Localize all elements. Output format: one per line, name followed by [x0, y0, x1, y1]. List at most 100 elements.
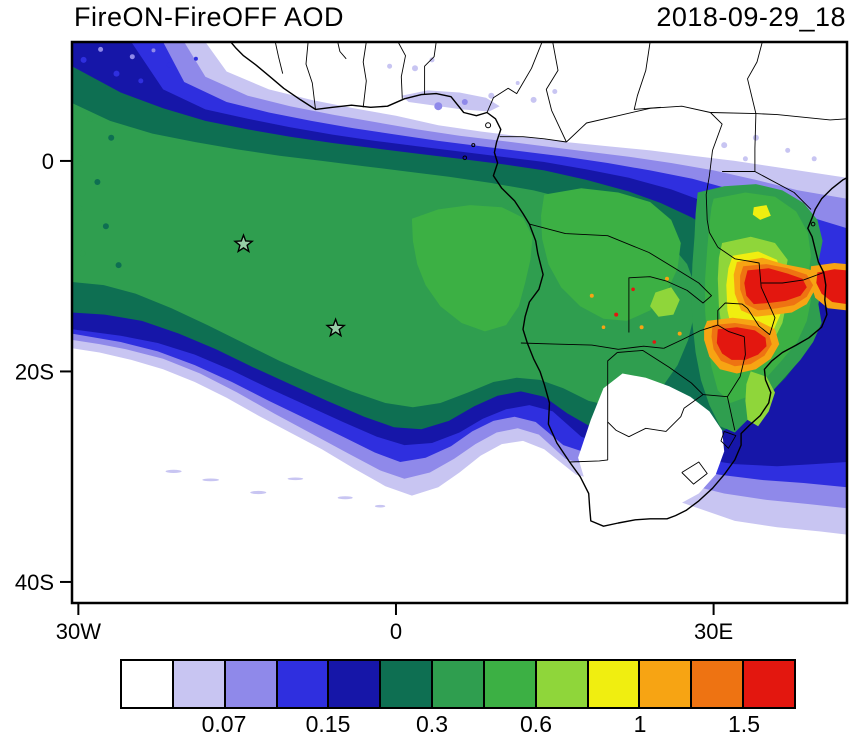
aod-speckle [601, 325, 606, 330]
country-border [424, 42, 437, 95]
colorbar-cell [381, 661, 434, 707]
aod-speckle [77, 155, 84, 162]
colorbar-tick-label: 0.15 [305, 711, 351, 737]
colorbar-cell [640, 661, 693, 707]
aod-speckle [515, 81, 520, 85]
colorbar-cell [692, 661, 745, 707]
country-border [761, 272, 824, 284]
country-border [397, 42, 406, 99]
country-border [720, 430, 737, 449]
aod-speckle [102, 223, 109, 230]
aod-speckle [530, 96, 537, 103]
colorbar-cell [536, 661, 589, 707]
island-outline [462, 155, 468, 161]
colorbar-tick-label: 0.3 [416, 711, 448, 737]
aod-speckle [631, 287, 635, 292]
aod-speckle [98, 46, 104, 52]
colorbar-cell [225, 661, 278, 707]
aod-speckle [151, 48, 156, 53]
colorbar-tick-label: 0.6 [520, 711, 552, 737]
aod-speckle [721, 142, 728, 149]
country-border [362, 42, 367, 108]
aod-contour-sea-green-west [72, 103, 696, 408]
aod-speckle [461, 99, 468, 105]
aod-contour-yellow-tanzania [752, 205, 771, 220]
aod-speckle [287, 477, 304, 481]
aod-contour-lavender-guinea-coast [401, 90, 500, 112]
aod-speckle [193, 56, 198, 61]
country-border [663, 324, 745, 349]
colorbar-cell [484, 661, 537, 707]
country-border [710, 112, 847, 121]
colorbar-cell [173, 661, 226, 707]
country-border [628, 252, 712, 333]
aod-speckle [677, 331, 682, 336]
colorbar-tick-label: 1.5 [728, 711, 760, 737]
aod-speckle [614, 312, 619, 317]
country-border [337, 42, 347, 60]
aod-speckle [250, 490, 267, 495]
country-border [499, 136, 567, 143]
country-border [747, 42, 763, 114]
country-border [607, 349, 704, 438]
aod-speckle [108, 134, 115, 141]
aod-speckle [165, 469, 182, 473]
country-border [569, 422, 609, 463]
country-border [754, 171, 812, 210]
aod-speckle [652, 340, 657, 344]
y-axis-tick-label: 20S [15, 359, 54, 384]
aod-speckle [115, 262, 122, 269]
figure-title: FireON-FireOFF AOD [74, 2, 344, 32]
plot-frame [70, 40, 849, 605]
aod-speckle [76, 205, 83, 212]
aod-speckle [785, 147, 791, 153]
country-border [717, 246, 776, 336]
aod-speckle [183, 50, 188, 55]
colorbar-tick-label: 0.07 [201, 711, 247, 737]
x-axis-tick-label: 30W [56, 619, 101, 644]
colorbar-cell [277, 661, 330, 707]
aod-speckle [488, 92, 495, 99]
aod-speckle [202, 478, 220, 482]
country-border [486, 42, 543, 113]
x-axis-tick-label: 0 [390, 619, 402, 644]
colorbar-cell [588, 661, 641, 707]
aod-speckle [374, 504, 386, 508]
aod-contour-red-south [716, 327, 767, 360]
aod-speckle [412, 65, 418, 72]
aod-speckle [129, 54, 135, 60]
colorbar-tick-label: 1 [633, 711, 647, 737]
aod-speckle [387, 63, 393, 69]
island-outline [485, 122, 492, 129]
aod-speckle [429, 57, 435, 63]
colorbar-cell [122, 661, 174, 707]
aod-speckle [113, 70, 120, 77]
aod-contour-green-congo-angola [541, 188, 681, 321]
country-border [727, 336, 746, 397]
st-helena-star-marker-icon [325, 317, 347, 338]
island-outline [810, 221, 816, 227]
aod-speckle [138, 78, 144, 84]
aod-speckle [80, 56, 87, 63]
aod-speckle [742, 156, 748, 162]
country-border [566, 105, 711, 143]
x-axis-tick-label: 30E [694, 619, 733, 644]
aod-speckle [752, 134, 759, 141]
map-plot: 30W 0 30E 0 20S 40S [15, 40, 849, 644]
country-border [722, 113, 757, 172]
figure-timestamp: 2018-09-29_18 [656, 2, 846, 32]
colorbar [120, 659, 796, 709]
country-border [545, 42, 567, 143]
aod-speckle [79, 250, 86, 257]
island-outline [471, 143, 476, 148]
country-border [305, 42, 316, 110]
country-border [529, 223, 650, 253]
map-field-group [72, 42, 847, 603]
africa-coastline [230, 42, 847, 527]
country-border [705, 112, 723, 248]
aod-speckle [337, 496, 353, 500]
aod-speckle [434, 102, 443, 111]
aod-contour-yellow-green-zambia [650, 287, 680, 317]
aod-speckle [589, 293, 594, 298]
